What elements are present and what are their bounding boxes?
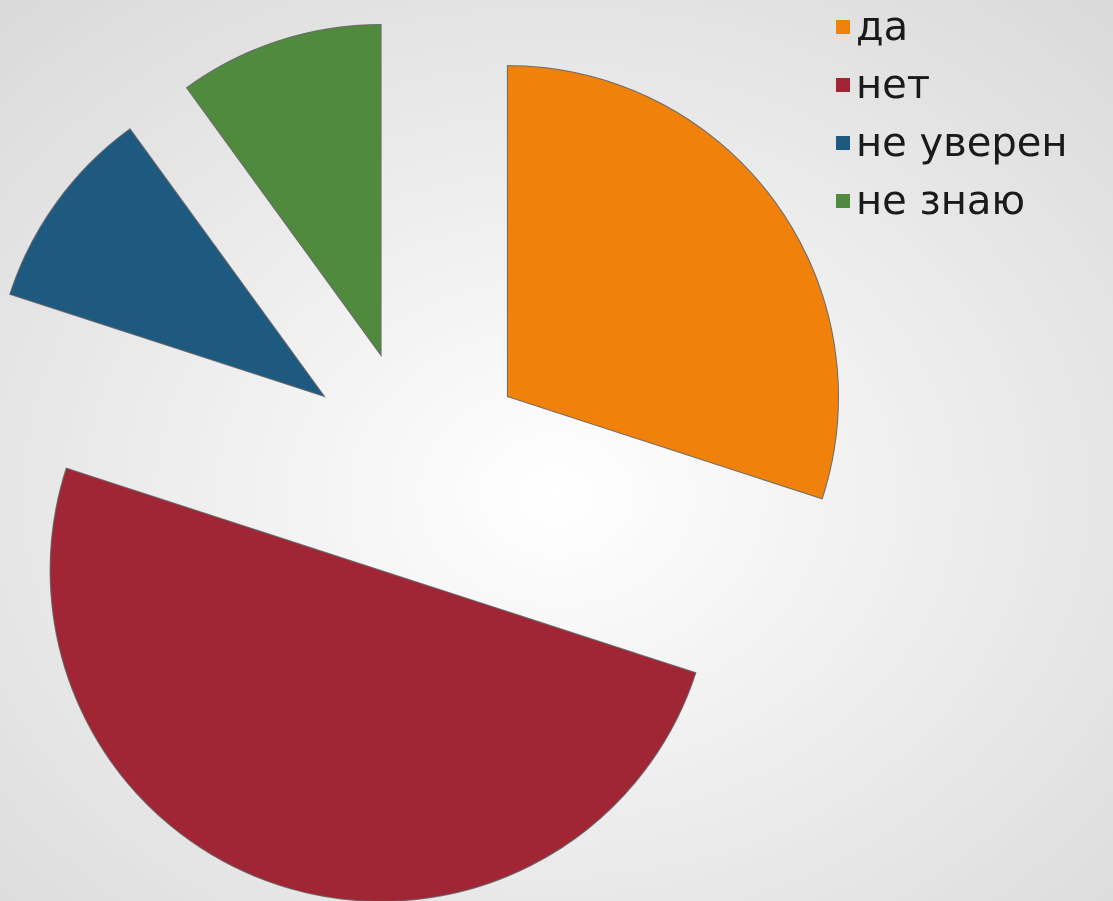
pie-slice <box>506 65 839 500</box>
legend-label: не знаю <box>856 178 1025 224</box>
legend-swatch <box>836 136 850 150</box>
legend-label: нет <box>856 62 930 108</box>
legend-swatch <box>836 78 850 92</box>
pie-slice <box>49 467 697 901</box>
legend-label: не уверен <box>856 120 1067 166</box>
pie-slice <box>9 128 326 398</box>
legend-swatch <box>836 20 850 34</box>
pie-slice <box>185 24 382 358</box>
legend-swatch <box>836 194 850 208</box>
legend-label: да <box>856 4 908 50</box>
